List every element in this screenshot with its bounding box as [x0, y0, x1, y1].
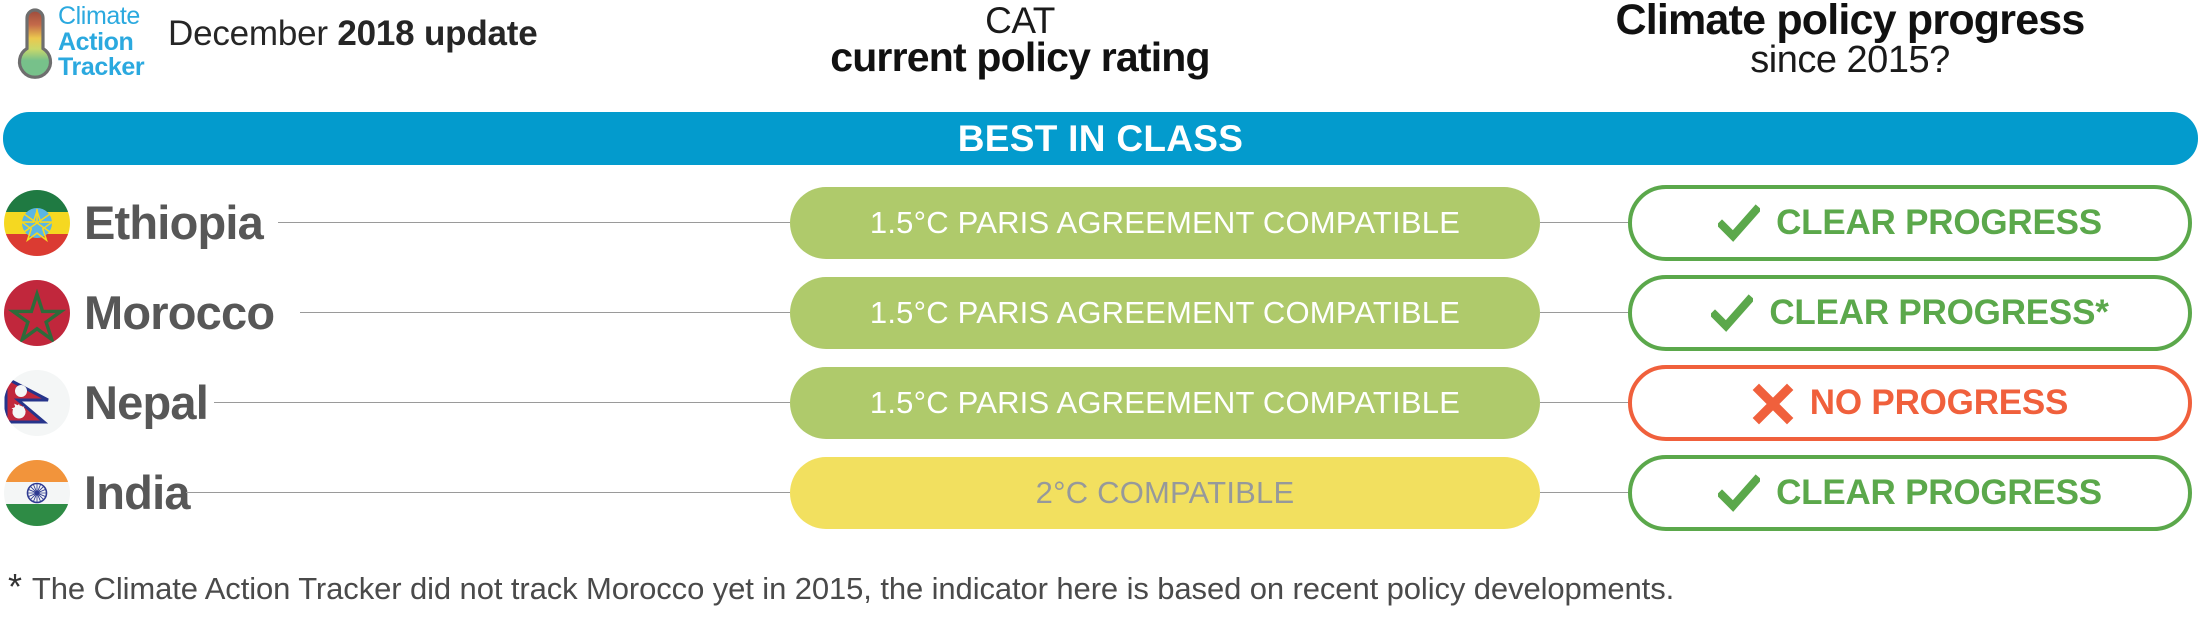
check-icon: [1718, 473, 1761, 515]
cat-logo: Climate Action Tracker: [14, 3, 154, 84]
column-title-progress: Climate policy progress since 2015?: [1500, 0, 2200, 81]
logo-line-tracker: Tracker: [58, 53, 145, 81]
update-date: December 2018 update: [168, 14, 538, 54]
progress-badge: NO PROGRESS: [1628, 365, 2192, 441]
progress-label: CLEAR PROGRESS: [1776, 473, 2102, 512]
banner-label: BEST IN CLASS: [957, 117, 1244, 159]
logo-line-climate: Climate: [58, 2, 140, 30]
progress-label: NO PROGRESS: [1809, 383, 2069, 422]
progress-label: CLEAR PROGRESS: [1776, 203, 2102, 242]
column-title-rating-line1: CAT: [985, 0, 1055, 41]
rating-pill: 1.5°C PARIS AGREEMENT COMPATIBLE: [790, 367, 1540, 439]
rating-label: 1.5°C PARIS AGREEMENT COMPATIBLE: [869, 295, 1461, 330]
update-month: December: [168, 14, 338, 53]
rating-pill: 1.5°C PARIS AGREEMENT COMPATIBLE: [790, 187, 1540, 259]
table-row: Nepal 1.5°C PARIS AGREEMENT COMPATIBLE N…: [0, 358, 2201, 448]
country-name: Nepal: [84, 376, 209, 429]
country-name: Ethiopia: [84, 196, 264, 249]
rating-label: 1.5°C PARIS AGREEMENT COMPATIBLE: [869, 205, 1461, 240]
best-in-class-banner: BEST IN CLASS: [3, 112, 2198, 165]
rating-label: 2°C COMPATIBLE: [1035, 475, 1295, 510]
cross-icon: [1752, 383, 1794, 425]
flag-india-icon: [4, 460, 70, 526]
connector-line-left: [300, 312, 790, 313]
footnote-text: The Climate Action Tracker did not track…: [31, 571, 1675, 606]
country-name: Morocco: [84, 286, 275, 339]
check-icon: [1718, 203, 1761, 245]
country-rows: Ethiopia 1.5°C PARIS AGREEMENT COMPATIBL…: [0, 178, 2201, 548]
footnote: * The Climate Action Tracker did not trac…: [8, 566, 2188, 608]
connector-line-right: [1540, 312, 1630, 313]
progress-label: CLEAR PROGRESS*: [1769, 293, 2109, 332]
check-icon: [1711, 293, 1754, 335]
update-year: 2018 update: [337, 14, 538, 53]
cat-logo-wordmark: Climate Action Tracker: [58, 2, 158, 81]
flag-ethiopia-icon: [4, 190, 70, 256]
progress-badge: CLEAR PROGRESS: [1628, 185, 2192, 261]
column-title-rating-line2: current policy rating: [830, 33, 1210, 80]
table-row: India 2°C COMPATIBLE CLEAR PROGRESS: [0, 448, 2201, 538]
progress-badge: CLEAR PROGRESS: [1628, 455, 2192, 531]
flag-morocco-icon: [4, 280, 70, 346]
flag-nepal-icon: [4, 370, 70, 436]
connector-line-right: [1540, 492, 1630, 493]
connector-line-left: [278, 222, 790, 223]
connector-line-left: [214, 402, 790, 403]
thermometer-icon: [14, 6, 56, 82]
header: Climate Action Tracker December 2018 upd…: [0, 0, 2201, 108]
rating-pill: 1.5°C PARIS AGREEMENT COMPATIBLE: [790, 277, 1540, 349]
column-title-progress-line1: Climate policy progress: [1615, 0, 2085, 44]
progress-badge: CLEAR PROGRESS*: [1628, 275, 2192, 351]
column-title-progress-line2: since 2015?: [1750, 38, 1950, 81]
connector-line-right: [1540, 222, 1630, 223]
rating-pill: 2°C COMPATIBLE: [790, 457, 1540, 529]
connector-line-right: [1540, 402, 1630, 403]
logo-line-action: Action: [58, 27, 134, 56]
connector-line-left: [186, 492, 790, 493]
rating-label: 1.5°C PARIS AGREEMENT COMPATIBLE: [869, 385, 1461, 420]
table-row: Morocco 1.5°C PARIS AGREEMENT COMPATIBLE…: [0, 268, 2201, 358]
table-row: Ethiopia 1.5°C PARIS AGREEMENT COMPATIBL…: [0, 178, 2201, 268]
column-title-rating: CAT current policy rating: [640, 2, 1400, 79]
country-name: India: [84, 466, 190, 519]
footnote-marker: *: [8, 566, 22, 607]
